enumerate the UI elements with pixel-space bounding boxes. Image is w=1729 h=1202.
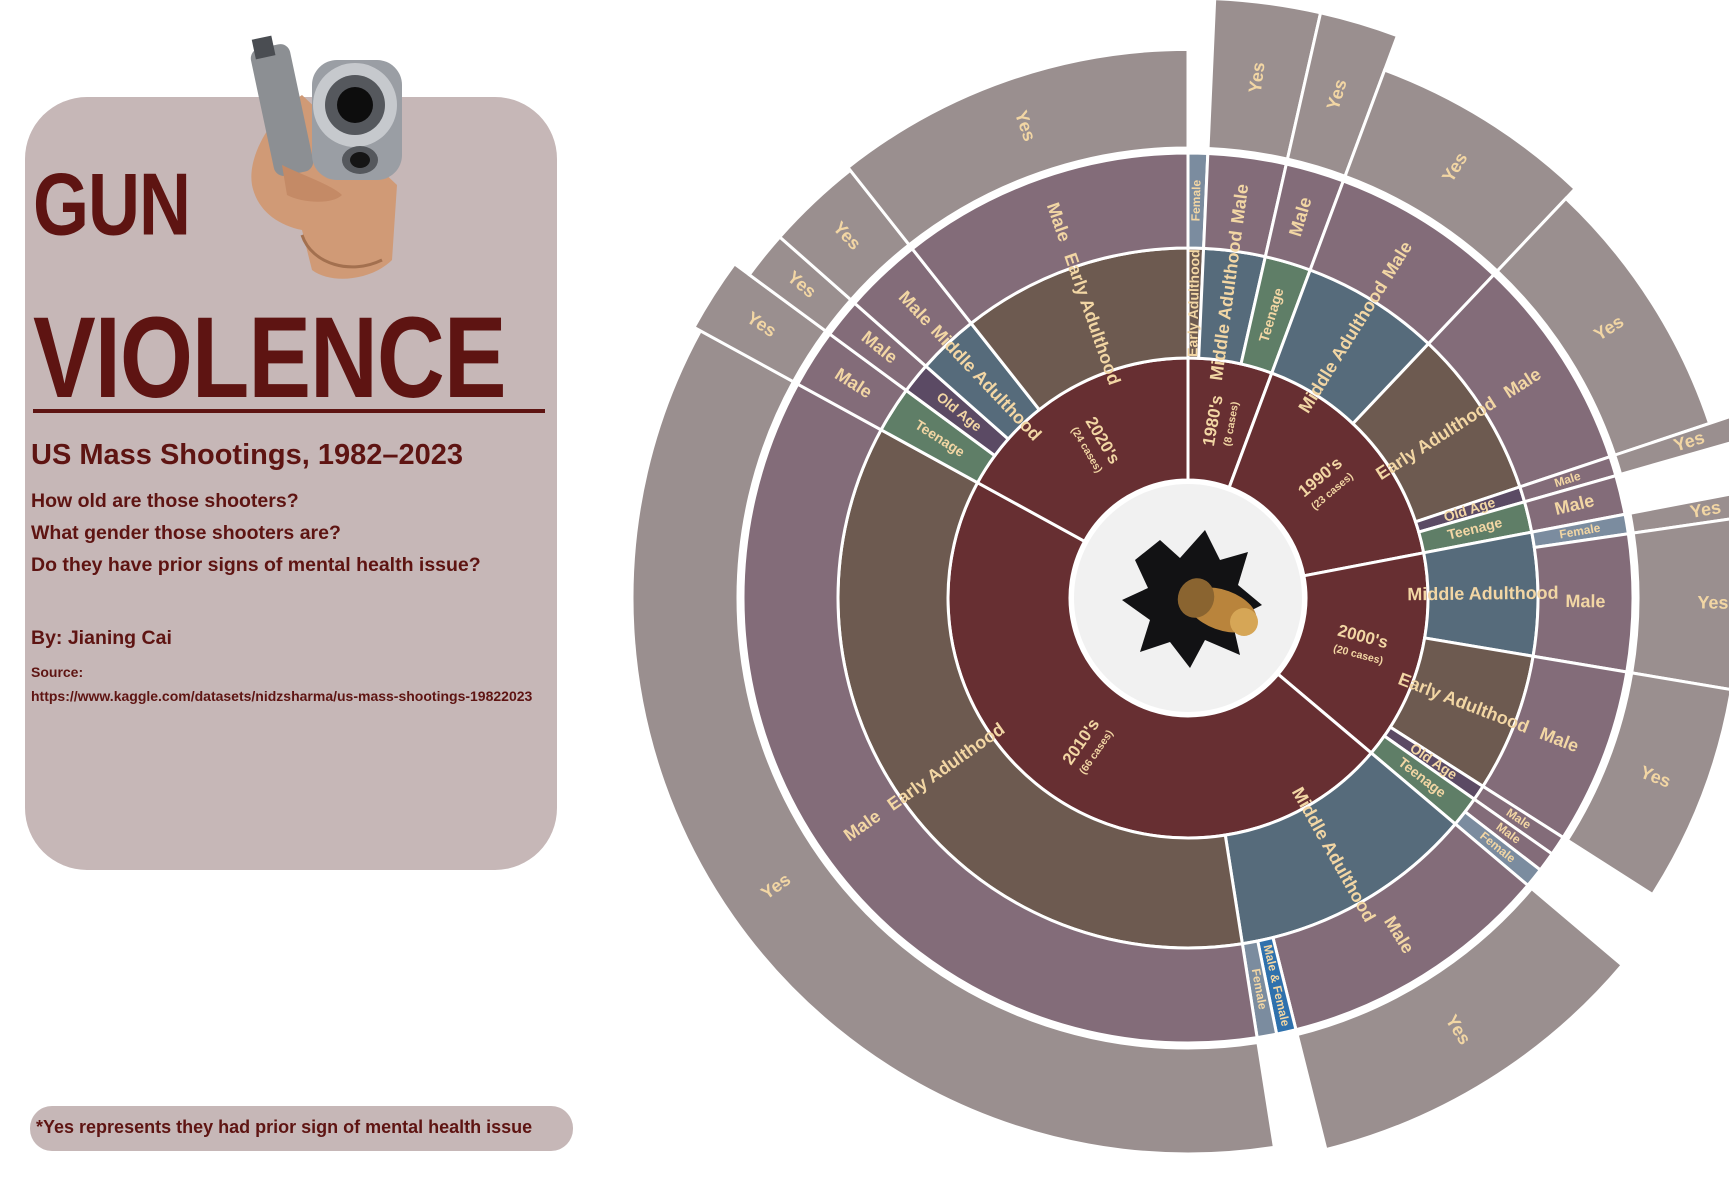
handgun-image — [250, 35, 402, 279]
source-label: Source: — [31, 664, 84, 680]
age-group-label: Early Adulthood — [1184, 249, 1202, 357]
gender-slice[interactable] — [741, 382, 1259, 1045]
bullet-hole-image — [1070, 480, 1306, 716]
title-divider — [33, 409, 545, 413]
question-age: How old are those shooters? — [31, 490, 299, 512]
author: By: Jianing Cai — [31, 627, 172, 649]
footnote-box: *Yes represents they had prior sign of m… — [30, 1106, 573, 1151]
mental-health-yes-slice[interactable] — [630, 328, 1277, 1156]
title-line-1: GUN — [33, 156, 191, 254]
mental-health-yes-slice[interactable] — [845, 47, 1190, 247]
mental-health-yes-label: Yes — [1245, 61, 1269, 94]
mental-health-yes-slice[interactable] — [1630, 511, 1729, 697]
age-group-label: Middle Adulthood — [1407, 583, 1559, 605]
source-url[interactable]: https://www.kaggle.com/datasets/nidzshar… — [31, 688, 533, 704]
gender-slice[interactable] — [910, 151, 1190, 326]
question-mental-health: Do they have prior signs of mental healt… — [31, 554, 481, 576]
source: Source: https://www.kaggle.com/datasets/… — [31, 660, 532, 708]
title-line-2: VIOLENCE — [33, 293, 507, 422]
mental-health-yes-label: Yes — [1697, 592, 1728, 612]
mental-health-yes-slice[interactable] — [1565, 671, 1729, 897]
gender-label: Female — [1558, 521, 1601, 542]
gender-label: Male — [1565, 591, 1605, 611]
mental-health-yes-slice[interactable] — [1612, 408, 1729, 477]
question-gender: What gender those shooters are? — [31, 522, 341, 544]
subtitle: US Mass Shootings, 1982–2023 — [31, 439, 463, 471]
gender-label: Female — [1189, 179, 1204, 221]
footnote-text: *Yes represents they had prior sign of m… — [36, 1117, 533, 1137]
mental-health-yes-slice[interactable] — [1295, 886, 1625, 1152]
